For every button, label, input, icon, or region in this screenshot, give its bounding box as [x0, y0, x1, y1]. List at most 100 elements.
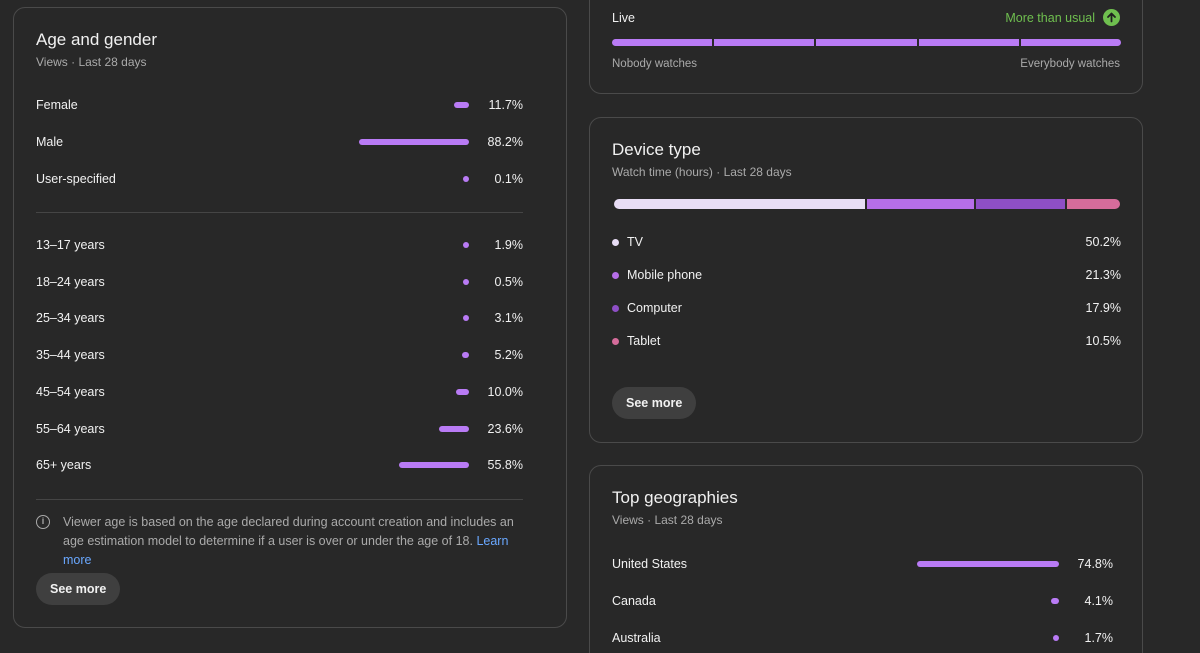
metric-row: 18–24 years 0.5%	[36, 272, 523, 292]
metric-label: Male	[36, 135, 64, 149]
metric-label: 45–54 years	[36, 384, 105, 399]
live-label: Live	[612, 11, 635, 25]
metric-value: 3.1%	[494, 311, 524, 326]
live-scale-segment	[1020, 39, 1122, 46]
device-segment	[1067, 199, 1120, 209]
legend-dot-icon	[612, 271, 619, 279]
metric-bar-track	[359, 169, 469, 189]
divider	[36, 212, 523, 213]
metric-row: 55–64 years 23.6%	[36, 419, 523, 439]
device-legend-row: TV 50.2%	[612, 233, 1121, 251]
legend-dot-icon	[612, 337, 619, 345]
device-label: Tablet	[627, 334, 661, 348]
metric-value: 23.6%	[487, 421, 523, 436]
metric-row: 13–17 years 1.9%	[36, 235, 523, 255]
divider	[36, 499, 523, 500]
metric-bar-track	[359, 235, 469, 255]
metric-bar-track	[359, 132, 469, 152]
metric-bar	[439, 425, 469, 432]
metric-bar-track	[359, 345, 469, 365]
metric-label: User-specified	[36, 172, 116, 186]
device-legend-row: Computer 17.9%	[612, 299, 1121, 317]
metric-row: Canada 4.1%	[612, 591, 1113, 611]
metric-value: 88.2%	[487, 135, 523, 149]
metric-label: 35–44 years	[36, 348, 105, 363]
metric-label: 55–64 years	[36, 421, 105, 436]
age-info-text: Viewer age is based on the age declared …	[63, 513, 533, 570]
device-value: 10.5%	[1085, 334, 1121, 348]
device-segment	[975, 199, 1065, 209]
metric-bar	[463, 278, 469, 285]
device-value: 50.2%	[1085, 235, 1121, 249]
device-see-more-button[interactable]: See more	[612, 387, 697, 419]
metric-bar	[917, 561, 1059, 567]
geo-subtitle: Views · Last 28 days	[612, 513, 723, 527]
metric-bar-track	[359, 95, 469, 115]
metric-bar-track	[359, 272, 469, 292]
metric-value: 55.8%	[487, 458, 523, 473]
metric-bar-track	[914, 554, 1059, 574]
device-segment	[867, 199, 974, 209]
live-scale-segment	[816, 39, 917, 46]
device-legend-row: Mobile phone 21.3%	[612, 266, 1121, 284]
metric-value: 5.2%	[494, 348, 524, 363]
metric-value: 0.5%	[494, 274, 524, 289]
metric-row: 35–44 years 5.2%	[36, 345, 523, 365]
metric-label: 18–24 years	[36, 274, 105, 289]
age-gender-card: Age and gender Views · Last 28 days Fema…	[13, 7, 567, 628]
metric-value: 0.1%	[494, 172, 524, 186]
device-stacked-bar	[614, 199, 1120, 209]
info-icon: i	[36, 515, 50, 529]
legend-dot-icon	[612, 238, 619, 246]
metric-bar	[1051, 598, 1059, 604]
metric-bar-track	[359, 308, 469, 328]
device-segment	[614, 199, 865, 209]
metric-bar-track	[359, 382, 469, 402]
metric-bar	[1053, 635, 1059, 641]
age-gender-subtitle: Views · Last 28 days	[36, 55, 147, 69]
metric-row: Male 88.2%	[36, 132, 523, 152]
metric-label: Canada	[612, 594, 656, 608]
metric-bar-track	[359, 419, 469, 439]
metric-bar	[463, 176, 469, 182]
live-status: More than usual	[1005, 9, 1120, 26]
live-scale-right: Everybody watches	[1020, 58, 1120, 70]
metric-value: 11.7%	[488, 98, 523, 112]
live-scale-left: Nobody watches	[612, 58, 698, 70]
geo-title: Top geographies	[612, 488, 738, 507]
top-geographies-card: Top geographies Views · Last 28 days Uni…	[589, 465, 1143, 653]
metric-bar	[454, 102, 469, 108]
metric-row: User-specified 0.1%	[36, 169, 523, 189]
metric-label: 13–17 years	[36, 238, 105, 252]
device-label: Computer	[627, 301, 682, 315]
live-card: Live More than usual Nobody watches Ever…	[589, 0, 1143, 94]
metric-bar	[463, 242, 469, 248]
metric-label: United States	[612, 557, 688, 571]
learn-more-link[interactable]: Learn more	[63, 534, 509, 567]
device-value: 17.9%	[1085, 301, 1121, 315]
metric-row: 65+ years 55.8%	[36, 455, 523, 475]
metric-label: Female	[36, 98, 78, 112]
live-status-text: More than usual	[1005, 10, 1095, 25]
metric-value: 10.0%	[487, 384, 523, 399]
device-legend-row: Tablet 10.5%	[612, 332, 1121, 350]
arrow-up-icon	[1103, 9, 1120, 26]
metric-bar	[462, 352, 469, 359]
metric-row: Female 11.7%	[36, 95, 523, 115]
device-label: TV	[627, 235, 643, 249]
age-see-more-button[interactable]: See more	[36, 573, 121, 605]
live-scale-bar	[612, 39, 1122, 46]
age-gender-title: Age and gender	[36, 30, 157, 49]
metric-bar-track	[359, 455, 469, 475]
metric-label: 65+ years	[36, 458, 92, 473]
metric-value: 4.1%	[1084, 594, 1114, 608]
age-info-body: Viewer age is based on the age declared …	[63, 515, 514, 548]
device-type-card: Device type Watch time (hours) · Last 28…	[589, 117, 1143, 443]
metric-bar-track	[914, 628, 1059, 648]
metric-label: 25–34 years	[36, 311, 105, 326]
metric-row: 45–54 years 10.0%	[36, 382, 523, 402]
metric-row: United States 74.8%	[612, 554, 1113, 574]
metric-bar	[359, 139, 469, 145]
legend-dot-icon	[612, 304, 619, 312]
metric-row: 25–34 years 3.1%	[36, 308, 523, 328]
